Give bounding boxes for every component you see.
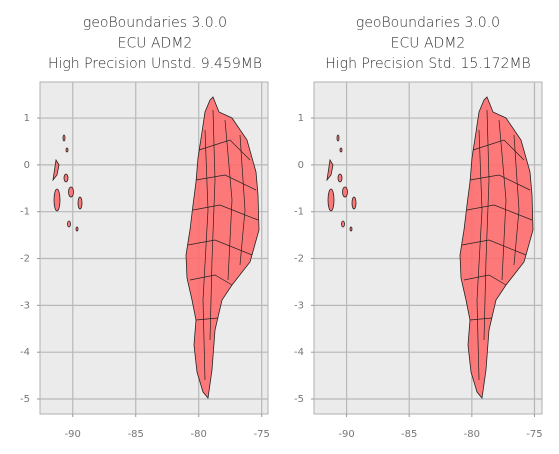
x-tick-label: -80 [191, 429, 207, 440]
y-tick-label: -3 [294, 300, 304, 311]
y-tick-label: -2 [20, 254, 30, 265]
y-tick-label: -1 [20, 207, 30, 218]
x-tick-label: -90 [65, 429, 81, 440]
x-tick-label: -85 [128, 429, 144, 440]
map-panel: -90 -85 -80 -75 1 0 -1 -2 -3 -4 -5 geoBoundaries 3.… [294, 15, 543, 440]
map-panel: -90 -85 -80 -75 1 0 -1 -2 -3 -4 -5 geoBoundaries 3.… [20, 15, 270, 440]
x-tick-label: -80 [464, 429, 480, 440]
y-tick-label: 0 [24, 160, 30, 171]
y-tick-label: 0 [298, 160, 304, 171]
chart-title: ECU ADM2 [391, 36, 466, 52]
chart-title: ECU ADM2 [118, 36, 193, 52]
panels: -90 -85 -80 -75 1 0 -1 -2 -3 -4 -5 geoBoundaries 3.… [20, 15, 543, 440]
y-tick-label: -1 [294, 207, 304, 218]
y-tick-label: -5 [20, 394, 30, 405]
chart-title: geoBoundaries 3.0.0 [356, 15, 500, 31]
y-tick-label: -4 [20, 347, 30, 358]
y-tick-label: -3 [20, 300, 30, 311]
chart-title: geoBoundaries 3.0.0 [83, 15, 227, 31]
y-tick-label: -2 [294, 254, 304, 265]
chart-title: High Precision Unstd. 9.459MB [48, 56, 262, 72]
y-tick-label: 1 [24, 113, 30, 124]
chart-title: High Precision Std. 15.172MB [325, 56, 530, 72]
x-tick-label: -75 [526, 429, 542, 440]
y-tick-label: -5 [294, 394, 304, 405]
x-tick-label: -85 [401, 429, 417, 440]
x-tick-label: -75 [254, 429, 270, 440]
y-tick-label: 1 [298, 113, 304, 124]
y-tick-label: -4 [294, 347, 304, 358]
x-tick-label: -90 [338, 429, 354, 440]
